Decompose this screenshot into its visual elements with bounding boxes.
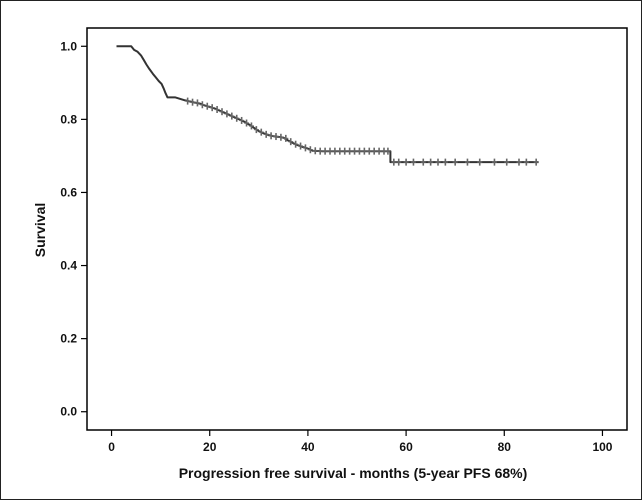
x-tick-label: 0 xyxy=(108,440,115,454)
censor-mark xyxy=(504,158,510,166)
x-tick-label: 80 xyxy=(498,440,512,454)
censor-mark xyxy=(199,101,205,109)
censor-mark xyxy=(258,128,264,136)
y-axis: 0.0 0.2 0.4 0.6 0.8 1.0 xyxy=(60,39,87,419)
censor-mark xyxy=(356,147,362,155)
y-tick-label: 0.2 xyxy=(60,332,77,346)
x-axis-title: Progression free survival - months (5-ye… xyxy=(179,465,528,481)
y-tick-label: 0.8 xyxy=(60,112,77,126)
x-tick-label: 60 xyxy=(399,440,413,454)
censor-mark xyxy=(283,134,289,142)
censor-mark xyxy=(263,130,269,138)
y-tick-label: 1.0 xyxy=(60,39,77,53)
censor-mark xyxy=(332,147,338,155)
censor-mark xyxy=(307,146,313,154)
censor-mark xyxy=(533,158,539,166)
censor-mark xyxy=(420,158,426,166)
censor-mark xyxy=(253,126,259,134)
censor-mark xyxy=(190,98,196,106)
x-tick-label: 100 xyxy=(592,440,612,454)
censor-mark xyxy=(337,147,343,155)
censor-mark xyxy=(209,104,215,112)
censor-mark xyxy=(366,147,372,155)
censor-mark xyxy=(376,147,382,155)
censor-mark xyxy=(403,158,409,166)
censor-mark xyxy=(410,158,416,166)
censor-mark xyxy=(442,158,448,166)
censor-mark xyxy=(352,147,358,155)
censor-mark xyxy=(234,114,240,122)
censor-mark xyxy=(214,105,220,113)
censor-mark xyxy=(342,147,348,155)
censor-mark xyxy=(278,133,284,141)
censor-mark xyxy=(452,158,458,166)
x-axis: 0 20 40 60 80 100 xyxy=(108,430,613,454)
censor-mark xyxy=(185,97,191,105)
censor-mark xyxy=(396,158,402,166)
survival-curve xyxy=(116,45,539,164)
censor-mark xyxy=(312,147,318,155)
censor-mark xyxy=(347,147,353,155)
censor-mark xyxy=(361,147,367,155)
censor-mark xyxy=(268,132,274,140)
censor-mark xyxy=(491,158,497,166)
censor-mark xyxy=(293,140,299,148)
censor-mark xyxy=(385,147,391,155)
censor-mark xyxy=(435,158,441,166)
censor-mark xyxy=(327,147,333,155)
y-tick-label: 0.6 xyxy=(60,185,77,199)
censor-mark xyxy=(523,158,529,166)
censor-mark xyxy=(288,138,294,146)
censor-mark xyxy=(219,108,225,116)
censor-mark xyxy=(239,116,245,124)
censor-mark xyxy=(391,158,397,166)
x-tick-label: 20 xyxy=(203,440,217,454)
censor-mark xyxy=(248,122,254,130)
censor-mark xyxy=(464,158,470,166)
censor-mark xyxy=(322,147,328,155)
y-tick-label: 0.4 xyxy=(60,259,77,273)
censor-mark xyxy=(224,110,230,118)
censor-mark xyxy=(477,158,483,166)
censor-mark xyxy=(516,158,522,166)
y-tick-label: 0.0 xyxy=(60,405,77,419)
censor-mark xyxy=(229,112,235,120)
censor-mark xyxy=(428,158,434,166)
y-axis-title: Survival xyxy=(32,203,48,257)
x-tick-label: 40 xyxy=(301,440,315,454)
censor-mark xyxy=(204,102,210,110)
censor-mark xyxy=(244,119,250,127)
censor-mark xyxy=(273,133,279,141)
survival-series xyxy=(116,45,539,166)
censor-mark xyxy=(317,147,323,155)
censor-mark xyxy=(298,142,304,150)
censor-mark xyxy=(194,99,200,107)
censor-mark xyxy=(302,144,308,152)
censor-mark xyxy=(371,147,377,155)
plot-area xyxy=(86,27,628,431)
